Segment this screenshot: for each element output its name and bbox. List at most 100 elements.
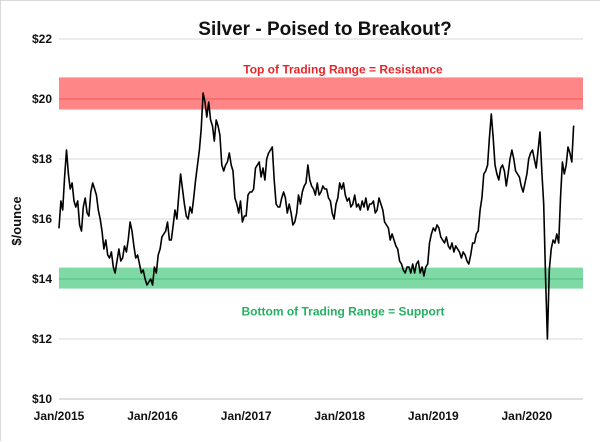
data-point [399,260,401,262]
data-point [251,191,253,193]
data-point [455,245,457,247]
data-point [546,338,549,340]
data-point [196,164,199,166]
data-point [458,251,461,253]
data-point [67,173,69,175]
data-point [187,218,189,220]
data-point [283,191,285,193]
data-point [258,161,260,163]
data-point [361,200,363,202]
data-point [88,215,90,217]
x-tick-label-3: Jan/2018 [314,409,365,423]
x-tick-label-4: Jan/2019 [408,409,459,423]
data-point [374,212,376,214]
data-point [464,254,466,256]
data-point [133,245,135,247]
data-point [567,146,569,148]
data-point [501,164,504,166]
data-point [391,233,393,235]
data-point [294,221,296,223]
data-point [550,248,552,250]
data-point [569,152,571,154]
data-point [202,92,204,94]
data-point [225,164,227,166]
data-point [376,209,378,211]
data-point [449,248,451,250]
data-point [524,182,526,184]
data-point [221,164,223,166]
data-point [73,200,75,202]
data-point [281,197,283,199]
data-point [275,203,277,205]
data-point [518,176,521,178]
data-point [436,224,438,226]
data-point [253,188,255,190]
data-point [65,149,68,151]
data-point [150,278,152,280]
data-point [279,206,281,208]
data-point [487,164,489,166]
data-point [520,185,522,187]
data-point [120,260,122,262]
data-point [245,215,247,217]
data-point [548,269,550,271]
data-point [161,236,163,238]
data-point [127,239,129,241]
data-point [71,182,73,184]
data-point [299,203,301,205]
data-point [419,272,421,274]
data-point [511,149,513,151]
data-point [238,212,240,214]
data-point [125,251,127,253]
data-point [241,221,243,223]
data-point [344,194,346,196]
data-point [129,221,131,223]
data-point [445,236,447,238]
data-point [382,209,384,211]
data-point [483,173,485,175]
data-point [432,227,434,229]
data-point [440,236,442,238]
data-point [559,197,562,199]
data-point [443,242,446,244]
data-point [153,266,155,268]
data-point [367,209,369,211]
data-point [97,209,99,211]
data-point [318,194,320,196]
data-point [494,164,496,166]
data-point [438,227,440,229]
data-point [312,188,315,190]
data-point [352,203,354,205]
data-point [365,197,367,199]
data-point [305,182,307,184]
data-point [335,203,337,205]
data-point [105,239,107,241]
data-point [108,257,111,259]
data-point [475,233,477,235]
data-point [468,263,470,265]
data-point [262,167,264,169]
data-point [341,188,343,190]
y-tick-label-6: $22 [32,32,52,46]
x-tick-label-5: Jan/2020 [501,409,552,423]
data-point [427,263,429,265]
data-point [370,203,373,205]
data-point [490,113,492,115]
data-point [337,197,339,199]
data-point [387,227,389,229]
data-point [116,260,118,262]
data-point [168,239,170,241]
data-point [200,128,202,130]
data-point [178,194,180,196]
data-point [256,164,258,166]
data-point [180,173,182,175]
data-point [522,191,524,193]
data-point [322,185,324,187]
data-point [247,194,249,196]
data-point [210,119,212,121]
data-point [404,272,406,274]
data-point [554,242,556,244]
data-point [505,185,507,187]
data-point [303,185,305,187]
